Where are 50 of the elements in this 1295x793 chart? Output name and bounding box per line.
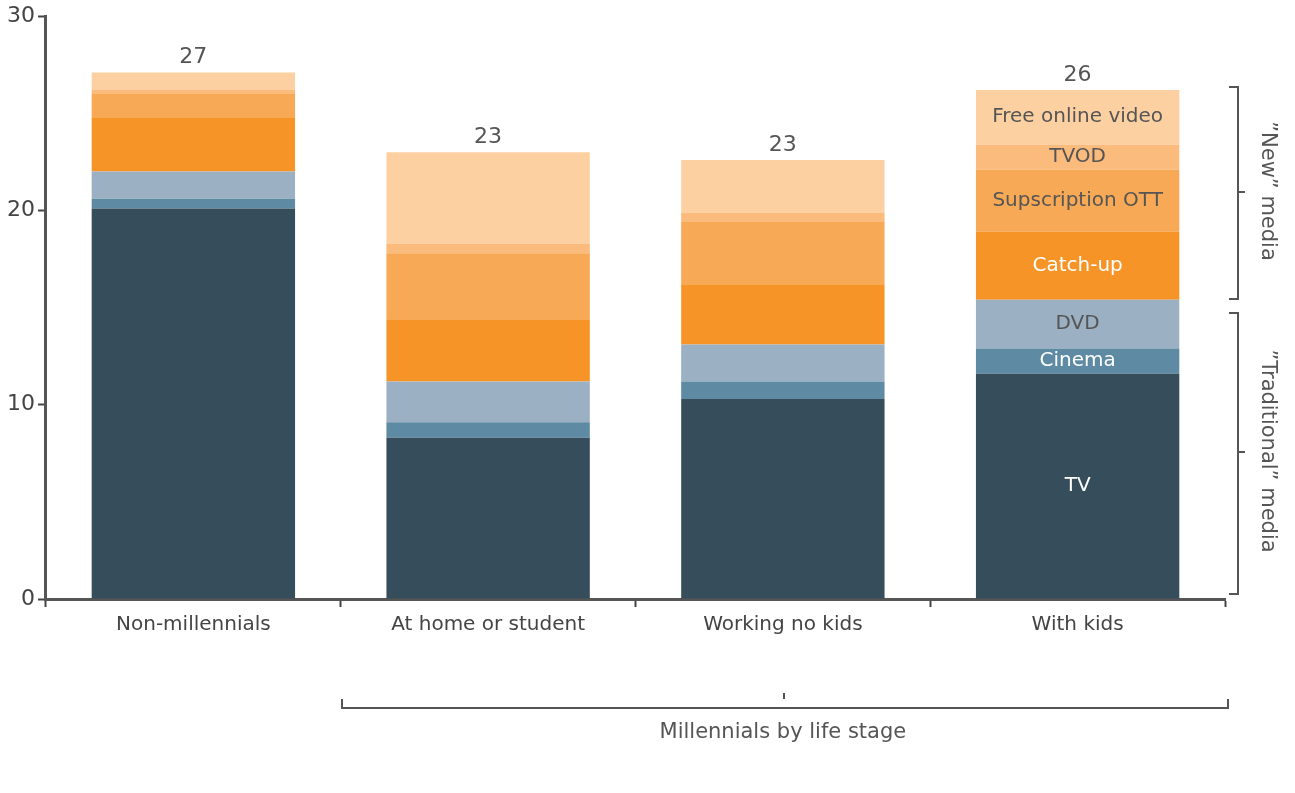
series-label: Supscription OTT	[992, 186, 1164, 211]
bar	[681, 344, 885, 382]
bar	[681, 212, 885, 223]
bar	[91, 90, 296, 94]
bar	[975, 169, 1180, 232]
bar	[386, 319, 590, 382]
bar	[91, 208, 296, 599]
y-tick-label: 10	[6, 390, 35, 416]
total-label: 23	[768, 130, 797, 156]
text: ”New” media	[1257, 121, 1281, 261]
bar	[91, 198, 296, 209]
total-label: 23	[474, 122, 503, 148]
y-tick-label: 20	[6, 196, 35, 222]
x-tick-label: Non-millennials	[116, 611, 271, 636]
series-label: TVOD	[1048, 143, 1106, 168]
series-label: TV	[1063, 472, 1091, 497]
bar	[91, 117, 296, 172]
bar	[975, 348, 1180, 374]
bar	[975, 299, 1180, 349]
bar	[681, 398, 885, 599]
bar	[386, 381, 590, 423]
bar	[386, 253, 590, 320]
bar	[681, 159, 885, 213]
bar	[91, 171, 296, 199]
bar	[975, 231, 1180, 300]
bar	[386, 422, 590, 438]
series-label: DVD	[1055, 310, 1100, 335]
x-tick-label: Working no kids	[703, 611, 863, 636]
bar	[681, 381, 885, 399]
bar	[681, 222, 885, 285]
series-label: Free online video	[992, 103, 1164, 128]
x-tick-label: With kids	[1031, 611, 1124, 636]
series-label: Cinema	[1039, 347, 1116, 372]
text: ”Traditional” media	[1257, 349, 1281, 553]
text: Millennials by life stage	[659, 719, 907, 743]
bar	[975, 144, 1180, 170]
bar	[386, 437, 590, 599]
bar	[386, 243, 590, 254]
bar	[91, 93, 296, 118]
bar	[975, 373, 1180, 599]
series-label: Catch-up	[1032, 252, 1123, 277]
bar	[681, 284, 885, 345]
y-tick-label: 30	[6, 1, 35, 27]
total-label: 26	[1063, 60, 1092, 86]
bar	[386, 152, 590, 244]
bar	[91, 72, 296, 91]
bar	[975, 90, 1180, 145]
x-tick-label: At home or student	[391, 611, 586, 636]
total-label: 27	[179, 43, 208, 69]
y-tick-label: 0	[20, 584, 35, 610]
